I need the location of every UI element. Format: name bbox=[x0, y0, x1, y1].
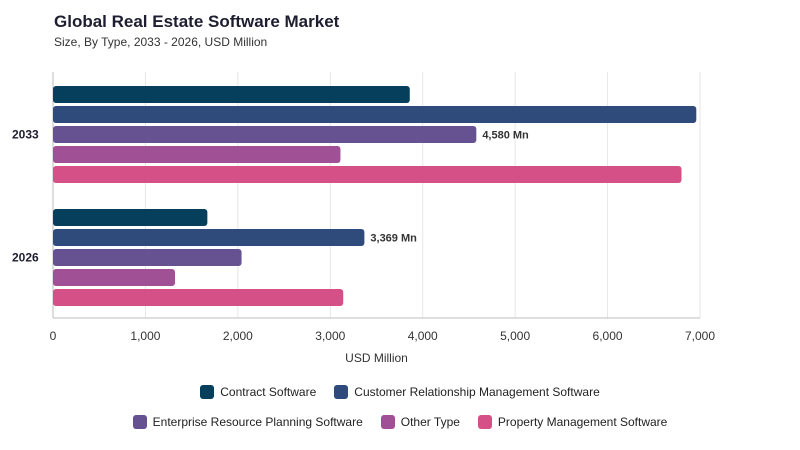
legend-label: Customer Relationship Management Softwar… bbox=[354, 385, 600, 399]
legend-item-contract: Contract Software bbox=[200, 385, 316, 399]
x-tick-label: 5,000 bbox=[500, 329, 530, 343]
legend-item-erp: Enterprise Resource Planning Software bbox=[132, 415, 363, 429]
chart-title: Global Real Estate Software Market bbox=[54, 12, 340, 31]
legend-swatch bbox=[200, 385, 215, 399]
legend-item-property: Property Management Software bbox=[477, 415, 668, 429]
legend-item-crm: Customer Relationship Management Softwar… bbox=[334, 385, 600, 399]
legend-label: Enterprise Resource Planning Software bbox=[152, 415, 363, 429]
legend-label: Other Type bbox=[400, 415, 460, 429]
bar bbox=[53, 209, 208, 226]
category-label: 2033 bbox=[12, 128, 39, 142]
bar bbox=[53, 166, 682, 183]
legend-item-other: Other Type bbox=[380, 415, 460, 429]
legend-label: Contract Software bbox=[220, 385, 317, 399]
bar bbox=[53, 229, 365, 246]
x-tick-label: 2,000 bbox=[223, 329, 253, 343]
legend-swatch bbox=[477, 415, 492, 429]
legend-label: Property Management Software bbox=[497, 415, 668, 429]
bar bbox=[53, 289, 344, 306]
legend-swatch bbox=[334, 385, 349, 399]
x-axis-label: USD Million bbox=[345, 351, 408, 365]
x-tick-label: 7,000 bbox=[685, 329, 715, 343]
legend-swatch bbox=[380, 415, 395, 429]
bar bbox=[53, 106, 697, 123]
x-tick-label: 6,000 bbox=[593, 329, 623, 343]
bar bbox=[53, 146, 341, 163]
x-tick-label: 4,000 bbox=[408, 329, 438, 343]
legend-row-2: Enterprise Resource Planning Software Ot… bbox=[0, 415, 800, 429]
bar bbox=[53, 86, 410, 103]
data-label: 3,369 Mn bbox=[370, 233, 417, 245]
bar bbox=[53, 269, 176, 286]
bar bbox=[53, 249, 242, 266]
legend-row-1: Contract Software Customer Relationship … bbox=[0, 385, 800, 399]
category-label: 2026 bbox=[12, 251, 39, 265]
x-tick-label: 0 bbox=[50, 329, 57, 343]
chart-subtitle: Size, By Type, 2033 - 2026, USD Million bbox=[54, 35, 268, 49]
legend-swatch bbox=[132, 415, 147, 429]
bar bbox=[53, 126, 477, 143]
x-tick-label: 3,000 bbox=[315, 329, 345, 343]
data-label: 4,580 Mn bbox=[482, 130, 529, 142]
x-tick-label: 1,000 bbox=[130, 329, 160, 343]
